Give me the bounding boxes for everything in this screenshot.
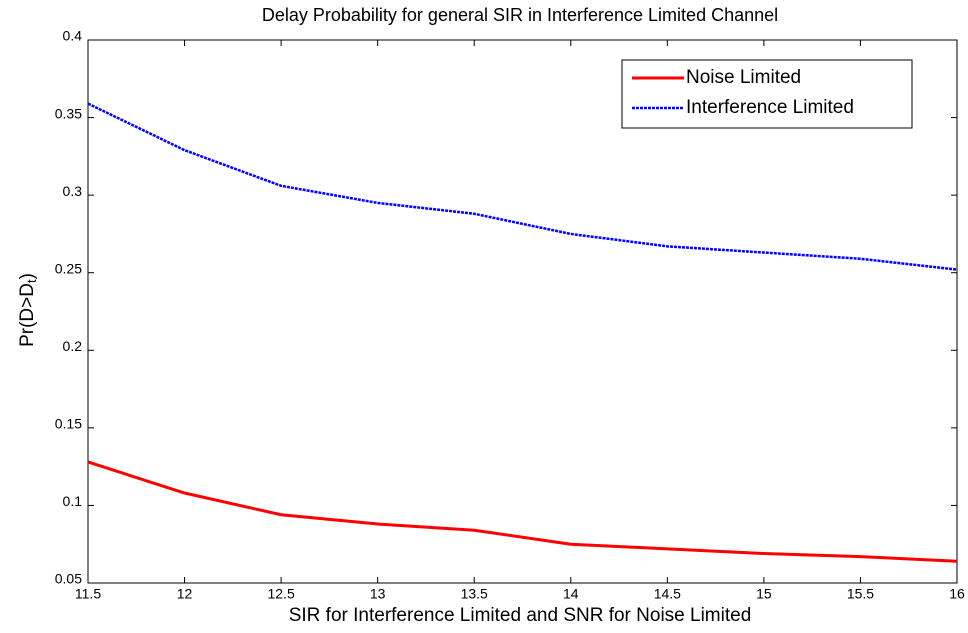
series-line bbox=[87, 102, 958, 271]
y-axis-label: Pr(D>Dt) bbox=[17, 273, 39, 347]
x-tick-label: 13.5 bbox=[461, 586, 488, 602]
x-tick-label: 15 bbox=[756, 586, 772, 602]
x-tick-label: 12 bbox=[177, 586, 193, 602]
series-line bbox=[87, 460, 958, 563]
y-label-end: ) bbox=[17, 273, 38, 279]
chart-title: Delay Probability for general SIR in Int… bbox=[262, 5, 778, 25]
x-tick-label: 14 bbox=[563, 586, 579, 602]
y-tick-label: 0.15 bbox=[55, 416, 82, 432]
x-tick-label: 15.5 bbox=[847, 586, 874, 602]
x-tick-label: 11.5 bbox=[75, 586, 101, 602]
x-axis-label: SIR for Interference Limited and SNR for… bbox=[289, 605, 752, 626]
y-tick-label: 0.25 bbox=[55, 260, 82, 276]
y-tick-label: 0.1 bbox=[63, 493, 83, 509]
y-tick-label: 0.3 bbox=[63, 183, 83, 199]
plot-area bbox=[87, 39, 958, 584]
x-tick-label: 16 bbox=[949, 586, 965, 602]
y-tick-label: 0.35 bbox=[55, 105, 82, 121]
x-tick-label: 14.5 bbox=[654, 586, 681, 602]
y-label-sub: t bbox=[24, 279, 39, 283]
y-tick-label: 0.05 bbox=[55, 571, 82, 587]
legend-box bbox=[621, 59, 913, 129]
legend-label: Interference Limited bbox=[686, 97, 854, 118]
y-tick-label: 0.2 bbox=[63, 338, 83, 354]
legend-label: Noise Limited bbox=[686, 67, 801, 88]
y-label-main: Pr(D>D bbox=[17, 283, 38, 347]
x-tick-label: 13 bbox=[370, 586, 386, 602]
x-tick-label: 12.5 bbox=[267, 586, 294, 602]
y-tick-label: 0.4 bbox=[63, 28, 83, 44]
